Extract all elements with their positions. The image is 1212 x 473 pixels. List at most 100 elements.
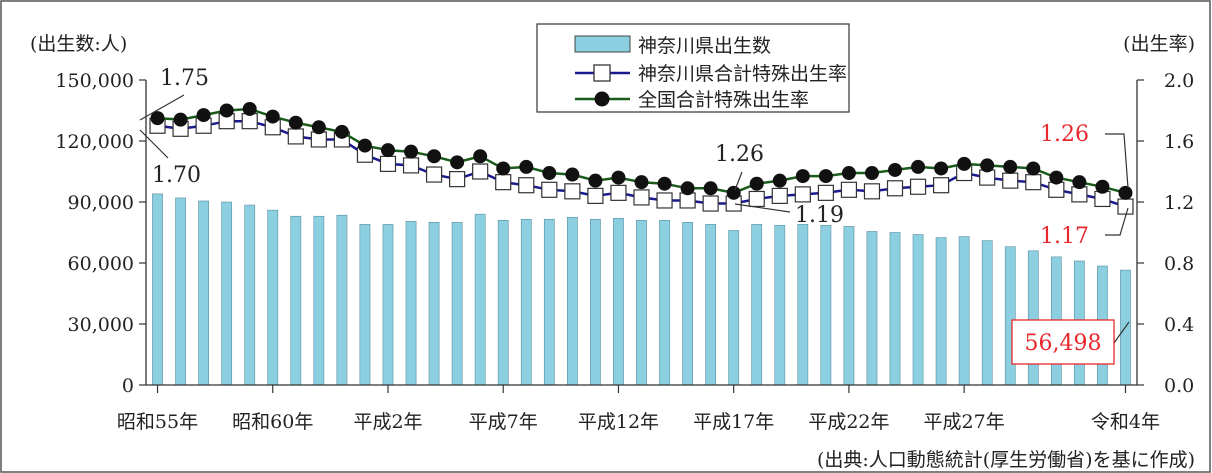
point-square	[771, 187, 788, 204]
point-circle	[1095, 179, 1110, 194]
point-circle	[680, 181, 695, 196]
point-square	[449, 171, 466, 188]
annotation-start-kanagawa: 1.70	[152, 163, 201, 188]
point-square	[933, 177, 950, 194]
leader-line-117-end	[1105, 207, 1129, 236]
point-circle	[1026, 161, 1041, 176]
point-circle	[841, 166, 856, 181]
bar	[728, 230, 740, 386]
left-axis: 0 30,000 60,000 90,000 120,000 150,000	[55, 70, 147, 397]
bar	[382, 224, 394, 386]
right-tick-label: 1.6	[1164, 131, 1194, 153]
point-square	[1117, 198, 1134, 215]
x-tick-label: 令和4年	[1091, 411, 1160, 433]
bar	[405, 221, 417, 386]
point-square	[748, 190, 765, 208]
bar	[981, 240, 993, 386]
right-tick-label: 0.0	[1164, 375, 1194, 397]
leader-line-175	[139, 94, 185, 121]
point-square	[379, 155, 397, 172]
leader-line-119	[734, 203, 791, 213]
bar	[543, 218, 555, 386]
bar	[336, 214, 348, 386]
x-tick-label: 昭和55年	[117, 411, 198, 433]
point-circle	[980, 158, 995, 173]
point-circle	[1003, 159, 1018, 174]
point-square	[610, 184, 627, 201]
annotation-end-kanagawa: 1.17	[1040, 224, 1089, 249]
point-circle	[703, 181, 718, 196]
bar	[705, 224, 717, 386]
annotation-end-births: 56,498	[1025, 331, 1102, 356]
point-circle	[1072, 175, 1087, 190]
point-square	[518, 177, 535, 194]
bar	[566, 216, 578, 386]
leader-line-126-end	[1105, 133, 1129, 189]
leader-line-126-low	[734, 171, 743, 191]
point-circle	[1118, 185, 1133, 200]
point-square	[909, 178, 927, 195]
bar	[613, 217, 624, 386]
point-circle	[334, 124, 349, 139]
point-circle	[1049, 170, 1064, 185]
point-circle	[173, 112, 188, 127]
bar	[889, 232, 901, 386]
point-square	[402, 157, 420, 174]
bar	[797, 224, 809, 386]
point-circle	[380, 143, 395, 158]
bar	[912, 234, 924, 386]
point-square	[541, 181, 558, 198]
point-square	[287, 128, 304, 145]
point-circle	[934, 161, 949, 176]
point-circle	[357, 138, 372, 153]
point-circle	[588, 173, 603, 188]
left-tick-label: 60,000	[68, 253, 134, 275]
bar	[774, 225, 786, 386]
point-square	[863, 183, 881, 200]
point-square	[425, 166, 443, 183]
point-circle	[818, 169, 833, 184]
bar	[175, 197, 186, 386]
point-circle	[450, 155, 465, 170]
x-tick-label: 平成22年	[808, 411, 889, 433]
point-square	[587, 187, 604, 204]
annotation-low-national: 1.26	[715, 142, 764, 167]
point-circle	[265, 109, 280, 124]
bar	[520, 218, 532, 386]
point-circle	[726, 185, 741, 200]
bar	[1027, 250, 1039, 386]
point-circle	[150, 111, 165, 126]
left-tick-label: 150,000	[55, 70, 134, 92]
point-square	[472, 163, 489, 180]
bar	[497, 220, 509, 386]
right-tick-label: 0.4	[1164, 314, 1194, 336]
legend-label-national-tfr: 全国合計特殊出生率	[638, 89, 809, 111]
legend-marker-circle	[594, 91, 610, 107]
point-circle	[957, 156, 972, 171]
leader-line-births-end	[1113, 321, 1130, 344]
point-circle	[888, 162, 903, 177]
annotations: 1.75 1.70 1.26 1.19 1.26 1.17 56,498	[139, 66, 1130, 365]
legend: 神奈川県出生数 神奈川県合計特殊出生率 全国合計特殊出生率	[536, 23, 850, 113]
point-square	[564, 183, 581, 200]
point-circle	[565, 167, 580, 182]
left-tick-label: 90,000	[68, 192, 134, 214]
bar	[820, 225, 832, 386]
left-axis-unit: (出生数:人)	[30, 33, 127, 55]
point-circle	[657, 176, 672, 191]
bar	[751, 224, 763, 386]
point-circle	[473, 149, 488, 164]
legend-bar-swatch	[574, 35, 631, 53]
point-square	[495, 174, 512, 191]
point-circle	[864, 166, 879, 181]
bar	[198, 200, 209, 386]
point-circle	[749, 176, 764, 191]
bar	[866, 231, 878, 386]
bar	[221, 201, 233, 386]
bar	[267, 209, 279, 386]
annotation-end-national: 1.26	[1040, 122, 1089, 147]
bar	[682, 222, 693, 386]
point-circle	[519, 159, 534, 174]
point-square	[840, 181, 858, 198]
annotation-births-box	[1011, 319, 1115, 365]
